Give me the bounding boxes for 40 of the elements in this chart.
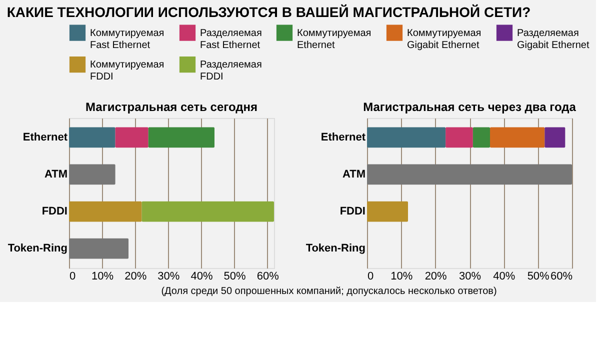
legend-label: Коммутируемая Ethernet	[297, 28, 372, 51]
x-tick-label: 30%	[158, 270, 180, 282]
bar	[142, 201, 274, 222]
legend-label: Разделяемая Gigabit Ethernet	[517, 28, 590, 51]
y-tick-label: FDDI	[340, 206, 366, 218]
x-tick-label: 0	[70, 270, 76, 282]
bar	[148, 127, 214, 148]
x-tick-label: 30%	[458, 270, 482, 282]
x-tick-label: 60%	[550, 270, 573, 282]
legend-label: Разделяемая FDDI	[200, 60, 262, 82]
x-tick-label: 50%	[527, 270, 550, 282]
y-tick-label: Ethernet	[320, 131, 366, 144]
x-tick-label: 10%	[390, 270, 413, 282]
bar	[115, 127, 148, 148]
y-tick-label: ATM	[44, 168, 68, 180]
x-tick-label: 20%	[124, 270, 147, 282]
text: (Доля среди 50 опрошенных компаний; допускалось несколько ответов)	[161, 286, 497, 297]
x-tick-label: 50%	[224, 270, 246, 282]
chart-title: Магистральная сеть через два года	[363, 100, 576, 114]
bar	[69, 201, 142, 222]
y-tick-label: FDDI	[42, 206, 68, 218]
legend-label: Коммутируемая Fast Ethernet	[90, 28, 164, 51]
chart-title: Магистральная сеть сегодня	[85, 100, 258, 114]
legend-label: Коммутируемая Gigabit Ethernet	[407, 28, 482, 51]
legend-label: Разделяемая Fast Ethernet	[200, 28, 262, 51]
x-tick-label: 0	[368, 270, 374, 282]
bar	[69, 164, 116, 185]
y-tick-label: Token-Ring	[306, 242, 366, 255]
legend-label: Коммутируемая FDDI	[90, 60, 164, 82]
x-tick-label: 60%	[256, 270, 280, 282]
bar	[69, 127, 116, 148]
x-tick-label: 40%	[190, 270, 213, 282]
y-tick-label: Token-Ring	[8, 242, 68, 255]
x-tick-label: 20%	[424, 270, 448, 282]
x-tick-label: 10%	[92, 270, 114, 282]
text: КАКИЕ ТЕХНОЛОГИИ ИСПОЛЬЗУЮТСЯ В ВАШЕЙ МАГИСТРАЛЬНОЙ СЕТИ?	[6, 4, 531, 20]
y-tick-label: Ethernet	[22, 131, 68, 144]
y-tick-label: ATM	[342, 168, 366, 180]
x-tick-label: 40%	[493, 270, 516, 282]
bar	[69, 238, 129, 259]
